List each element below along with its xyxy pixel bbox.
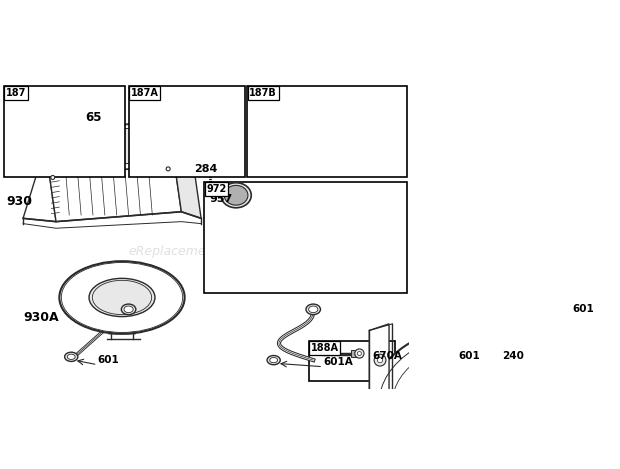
- Polygon shape: [153, 286, 180, 294]
- Ellipse shape: [224, 185, 248, 205]
- Polygon shape: [92, 314, 111, 330]
- Polygon shape: [71, 307, 97, 319]
- Ellipse shape: [60, 261, 185, 334]
- Polygon shape: [128, 316, 143, 331]
- Polygon shape: [128, 264, 143, 280]
- Polygon shape: [36, 123, 175, 175]
- Polygon shape: [84, 312, 105, 327]
- Bar: [129, 86, 246, 177]
- Text: 187A: 187A: [131, 88, 159, 98]
- Text: 601: 601: [97, 355, 119, 365]
- Ellipse shape: [89, 278, 155, 317]
- Polygon shape: [108, 114, 113, 118]
- Polygon shape: [71, 275, 97, 288]
- Polygon shape: [351, 350, 356, 357]
- Circle shape: [378, 357, 383, 363]
- Ellipse shape: [309, 306, 318, 313]
- Bar: [205, 182, 407, 293]
- Circle shape: [584, 336, 596, 348]
- Polygon shape: [84, 268, 105, 283]
- Circle shape: [357, 352, 361, 356]
- Polygon shape: [63, 286, 91, 294]
- Text: 930A: 930A: [23, 311, 59, 324]
- Polygon shape: [63, 297, 89, 303]
- Circle shape: [436, 320, 441, 325]
- Polygon shape: [76, 310, 101, 324]
- Polygon shape: [50, 166, 181, 222]
- Polygon shape: [102, 264, 117, 280]
- Ellipse shape: [64, 352, 78, 362]
- Polygon shape: [76, 271, 101, 285]
- Polygon shape: [63, 292, 89, 297]
- Polygon shape: [135, 125, 175, 166]
- Circle shape: [497, 326, 526, 355]
- Polygon shape: [112, 263, 122, 279]
- Ellipse shape: [306, 304, 321, 315]
- Polygon shape: [370, 324, 389, 469]
- Ellipse shape: [221, 183, 251, 208]
- Text: 601: 601: [458, 350, 480, 361]
- Polygon shape: [63, 301, 91, 309]
- Ellipse shape: [67, 354, 75, 359]
- Polygon shape: [105, 327, 138, 334]
- Bar: [247, 86, 407, 177]
- Ellipse shape: [124, 306, 133, 313]
- Bar: [4, 86, 125, 177]
- Text: 930: 930: [7, 196, 33, 208]
- Polygon shape: [206, 167, 214, 173]
- Circle shape: [166, 167, 170, 171]
- Circle shape: [374, 354, 386, 366]
- Text: 187B: 187B: [249, 88, 277, 98]
- Polygon shape: [153, 301, 180, 309]
- Ellipse shape: [122, 304, 136, 315]
- Polygon shape: [23, 175, 56, 222]
- Text: 957: 957: [209, 194, 232, 204]
- Polygon shape: [447, 314, 476, 334]
- Circle shape: [502, 331, 520, 349]
- Text: 65: 65: [86, 111, 102, 124]
- Polygon shape: [143, 310, 167, 324]
- Text: 284: 284: [195, 164, 218, 174]
- Polygon shape: [154, 297, 181, 303]
- Ellipse shape: [448, 303, 475, 318]
- Text: 670A: 670A: [373, 350, 402, 361]
- Polygon shape: [133, 265, 152, 281]
- Polygon shape: [175, 166, 201, 219]
- Ellipse shape: [452, 305, 471, 316]
- Ellipse shape: [370, 320, 620, 469]
- Polygon shape: [102, 316, 117, 331]
- Polygon shape: [138, 312, 160, 327]
- Text: 601A: 601A: [323, 357, 353, 367]
- Text: 187: 187: [6, 88, 27, 98]
- Text: 240: 240: [502, 350, 525, 361]
- Polygon shape: [92, 265, 111, 281]
- Circle shape: [355, 349, 364, 358]
- Polygon shape: [147, 307, 174, 319]
- Polygon shape: [147, 275, 174, 288]
- Text: 601: 601: [572, 304, 594, 314]
- Polygon shape: [133, 314, 152, 330]
- Polygon shape: [154, 292, 181, 297]
- Circle shape: [507, 336, 515, 344]
- Polygon shape: [60, 128, 142, 169]
- Text: 972: 972: [206, 184, 227, 194]
- Ellipse shape: [270, 357, 278, 363]
- Ellipse shape: [267, 356, 280, 365]
- Polygon shape: [151, 280, 178, 291]
- Polygon shape: [66, 280, 94, 291]
- Circle shape: [433, 317, 445, 328]
- Bar: [309, 341, 394, 381]
- Polygon shape: [112, 316, 122, 332]
- Text: eReplacementParts.com: eReplacementParts.com: [128, 245, 281, 258]
- Polygon shape: [122, 316, 132, 332]
- Circle shape: [51, 175, 55, 180]
- Polygon shape: [66, 304, 94, 315]
- Polygon shape: [143, 271, 167, 285]
- Text: 188A: 188A: [311, 343, 339, 353]
- Circle shape: [588, 340, 593, 345]
- Polygon shape: [151, 304, 178, 315]
- Polygon shape: [138, 268, 160, 283]
- Polygon shape: [122, 263, 132, 279]
